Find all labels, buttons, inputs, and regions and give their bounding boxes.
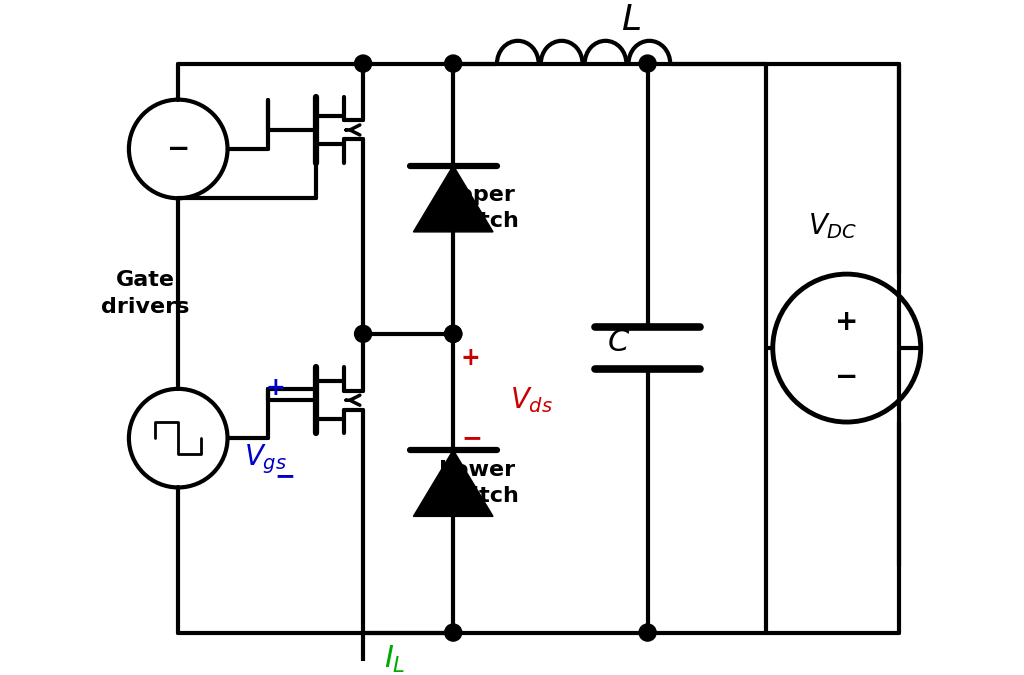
Text: −: − (836, 362, 858, 391)
Text: −: − (273, 464, 295, 488)
Text: $\mathit{V}_{DC}$: $\mathit{V}_{DC}$ (808, 211, 857, 241)
Circle shape (354, 325, 372, 342)
Circle shape (354, 55, 372, 72)
Text: +: + (265, 376, 285, 400)
Circle shape (444, 325, 462, 342)
Circle shape (639, 624, 656, 641)
Text: Upper
Switch: Upper Switch (435, 185, 519, 232)
Circle shape (444, 624, 462, 641)
Text: $\mathit{C}$: $\mathit{C}$ (607, 328, 631, 357)
Circle shape (444, 55, 462, 72)
Text: $\mathit{I}_{L}$: $\mathit{I}_{L}$ (384, 643, 406, 674)
Text: $\mathit{V}_{ds}$: $\mathit{V}_{ds}$ (510, 385, 553, 415)
Circle shape (639, 55, 656, 72)
Circle shape (444, 325, 462, 342)
Polygon shape (414, 165, 493, 232)
Text: +: + (835, 308, 858, 335)
Text: +: + (461, 346, 480, 369)
Text: $\mathit{L}$: $\mathit{L}$ (621, 3, 641, 37)
Text: Lower
Switch: Lower Switch (435, 460, 519, 506)
Text: $\mathit{V}_{gs}$: $\mathit{V}_{gs}$ (244, 443, 287, 477)
Text: −: − (167, 135, 189, 163)
Text: −: − (462, 426, 482, 450)
Polygon shape (414, 450, 493, 516)
Text: Gate
drivers: Gate drivers (100, 270, 189, 317)
